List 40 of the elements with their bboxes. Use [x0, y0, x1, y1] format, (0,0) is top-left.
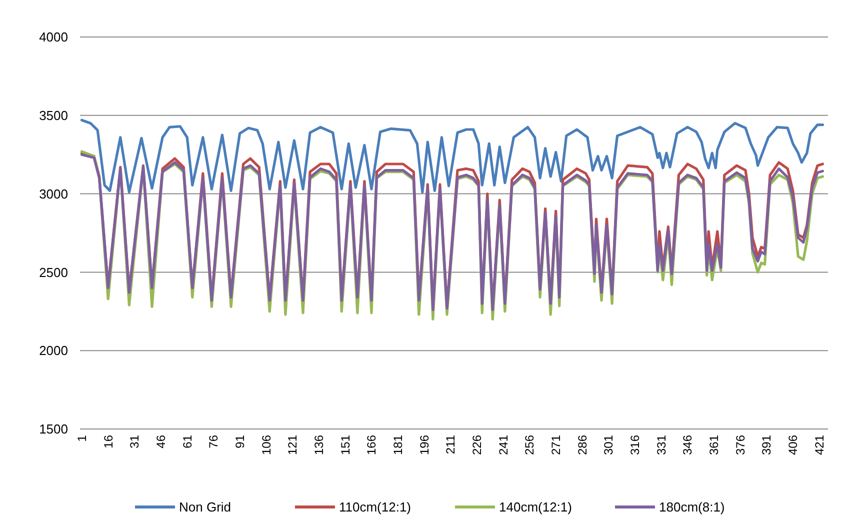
x-tick-label: 361	[707, 434, 722, 456]
x-tick-label: 331	[654, 434, 668, 456]
y-tick-label: 2500	[39, 264, 68, 280]
x-tick-label: 106	[259, 434, 274, 456]
x-tick-label: 256	[522, 434, 537, 456]
x-tick-label: 121	[286, 434, 300, 456]
x-tick-label: 91	[232, 434, 247, 448]
x-tick-label: 196	[417, 434, 432, 456]
x-tick-label: 286	[575, 434, 590, 456]
x-tick-label: 61	[180, 434, 194, 448]
x-tick-label: 151	[338, 434, 352, 456]
y-tick-label: 4000	[39, 30, 68, 45]
x-tick-label: 136	[312, 434, 326, 456]
x-tick-label: 166	[364, 434, 379, 456]
x-tick-label: 301	[602, 434, 616, 456]
legend-label: 110cm(12:1)	[339, 500, 412, 515]
line-series	[80, 118, 824, 194]
y-tick-label: 1500	[39, 422, 68, 437]
x-tick-label: 406	[786, 434, 800, 456]
x-tick-label: 346	[680, 434, 695, 456]
x-tick-label: 241	[496, 434, 510, 456]
legend-label: Non Grid	[179, 500, 232, 515]
x-tick-label: 271	[549, 434, 564, 456]
x-tick-label: 31	[128, 434, 142, 448]
y-tick-label: 3500	[39, 108, 68, 123]
y-tick-label: 2000	[39, 343, 68, 358]
x-tick-label: 391	[760, 434, 774, 456]
x-tick-label: 211	[444, 434, 458, 454]
x-tick-label: 316	[628, 434, 642, 456]
x-tick-label: 76	[206, 434, 221, 448]
x-tick-label: 1	[74, 434, 89, 442]
legend-label: 140cm(12:1)	[499, 500, 572, 515]
x-tick-label: 421	[812, 434, 826, 456]
x-tick-label: 46	[154, 434, 168, 448]
x-tick-label: 226	[470, 434, 484, 456]
y-tick-label: 3000	[39, 186, 68, 202]
x-tick-label: 16	[101, 434, 116, 448]
x-tick-label: 181	[391, 434, 406, 456]
legend-label: 180cm(8:1)	[659, 500, 725, 515]
x-tick-label: 376	[733, 434, 748, 456]
